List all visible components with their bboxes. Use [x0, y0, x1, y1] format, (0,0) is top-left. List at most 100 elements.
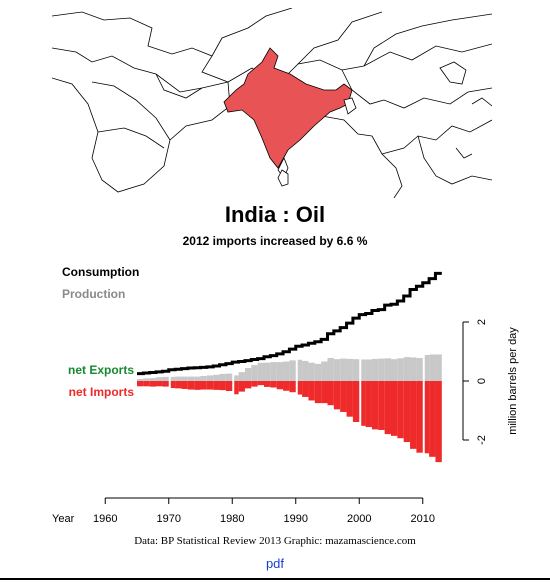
y-axis-label: million barrels per day	[507, 327, 519, 435]
production-bar	[200, 375, 207, 381]
production-bar	[403, 357, 411, 381]
production-bar	[384, 358, 391, 381]
production-bar	[251, 365, 258, 381]
net-imports-bar	[181, 381, 188, 389]
net-imports-bar	[327, 381, 334, 406]
production-bar	[206, 375, 214, 381]
net-imports-bar	[283, 381, 290, 391]
net-imports-bar	[175, 381, 182, 389]
production-bar	[276, 362, 284, 381]
sri-lanka-outline	[277, 169, 289, 187]
y-tick-label: 2	[476, 319, 488, 325]
data-source-note: Data: BP Statistical Review 2013 Graphic…	[134, 535, 416, 547]
production-bar	[308, 362, 315, 381]
production-bar	[283, 361, 290, 381]
net-imports-bar	[308, 381, 315, 401]
net-imports-bar	[162, 381, 169, 387]
x-axis-label: Year	[52, 513, 75, 525]
production-bar	[321, 361, 328, 381]
consumption-line	[137, 271, 442, 376]
net-imports-bar	[352, 381, 360, 423]
net-imports-bar	[378, 381, 385, 430]
net-imports-bar	[251, 381, 258, 387]
net-imports-bar	[416, 381, 423, 453]
net-imports-bar	[264, 381, 271, 387]
net-imports-bar	[276, 381, 284, 390]
legend-net-exports: net Exports	[68, 363, 134, 377]
net-imports-bar	[170, 381, 176, 389]
production-bar	[289, 360, 296, 381]
production-bar	[181, 376, 188, 381]
net-imports-bar	[424, 381, 430, 454]
net-imports-bar	[397, 381, 404, 439]
net-imports-bar	[361, 381, 366, 426]
x-tick-label: 2000	[347, 513, 371, 525]
net-imports-bar	[346, 381, 353, 417]
production-bar	[352, 359, 360, 381]
net-imports-bar	[137, 381, 144, 387]
production-bar	[378, 358, 385, 381]
production-bar	[429, 354, 436, 381]
net-imports-bar	[234, 381, 239, 395]
production-bar	[257, 362, 264, 381]
net-imports-bar	[219, 381, 226, 391]
net-imports-bar	[314, 381, 322, 404]
production-bar	[397, 358, 404, 381]
y-tick-label: 0	[476, 378, 488, 384]
net-imports-bar	[187, 381, 195, 390]
production-bar	[346, 358, 353, 381]
production-bar	[424, 355, 430, 381]
india-highlight	[223, 47, 353, 169]
production-bar	[391, 359, 398, 381]
net-imports-bar	[333, 381, 341, 410]
chart-subtitle: 2012 imports increased by 6.6 %	[182, 234, 368, 248]
x-tick-label: 1970	[157, 513, 181, 525]
net-imports-bar	[297, 381, 303, 395]
net-imports-bar	[302, 381, 309, 397]
net-imports-bar	[194, 381, 201, 390]
production-bar	[327, 357, 334, 381]
production-bar	[137, 378, 144, 381]
production-bar	[143, 378, 150, 381]
production-bar	[270, 362, 277, 381]
chart-title: India : Oil	[224, 202, 326, 227]
net-imports-bar	[371, 381, 379, 430]
net-imports-bar	[365, 381, 372, 428]
net-imports-bar	[244, 381, 252, 389]
net-imports-bar	[384, 381, 391, 435]
oil-chart: 1960 1970 1980 1990 2000 2010 -2 0 2 Consumptio…	[52, 265, 519, 525]
production-bar	[244, 368, 252, 381]
net-imports-bar	[143, 381, 150, 387]
net-imports-bars	[137, 381, 442, 463]
x-tick-label: 1990	[284, 513, 308, 525]
pdf-link[interactable]: pdf	[265, 556, 285, 571]
x-axis: 1960 1970 1980 1990 2000 2010	[93, 497, 435, 525]
bangladesh-outline	[343, 97, 357, 115]
legend-production: Production	[62, 287, 125, 301]
production-bar	[340, 358, 347, 381]
net-imports-bar	[213, 381, 220, 390]
production-bar	[361, 359, 366, 381]
production-bar	[162, 376, 169, 381]
net-imports-bar	[225, 381, 233, 392]
production-bar	[156, 377, 163, 381]
production-bar	[194, 376, 201, 381]
production-bar	[219, 373, 226, 381]
production-bar	[175, 376, 182, 381]
bottom-divider	[0, 578, 550, 580]
net-imports-bar	[257, 381, 264, 386]
net-imports-bar	[149, 381, 157, 387]
production-bar	[213, 374, 220, 381]
net-imports-bar	[238, 381, 245, 392]
world-map	[52, 8, 492, 198]
net-imports-bar	[206, 381, 214, 390]
production-bar	[225, 373, 233, 381]
production-bar	[297, 359, 303, 381]
country-borders	[52, 8, 492, 198]
net-imports-bar	[321, 381, 328, 404]
net-imports-bar	[403, 381, 411, 443]
legend-net-imports: net Imports	[69, 385, 135, 399]
production-bar	[410, 357, 417, 381]
legend-consumption: Consumption	[62, 265, 139, 279]
production-bar	[314, 363, 322, 381]
